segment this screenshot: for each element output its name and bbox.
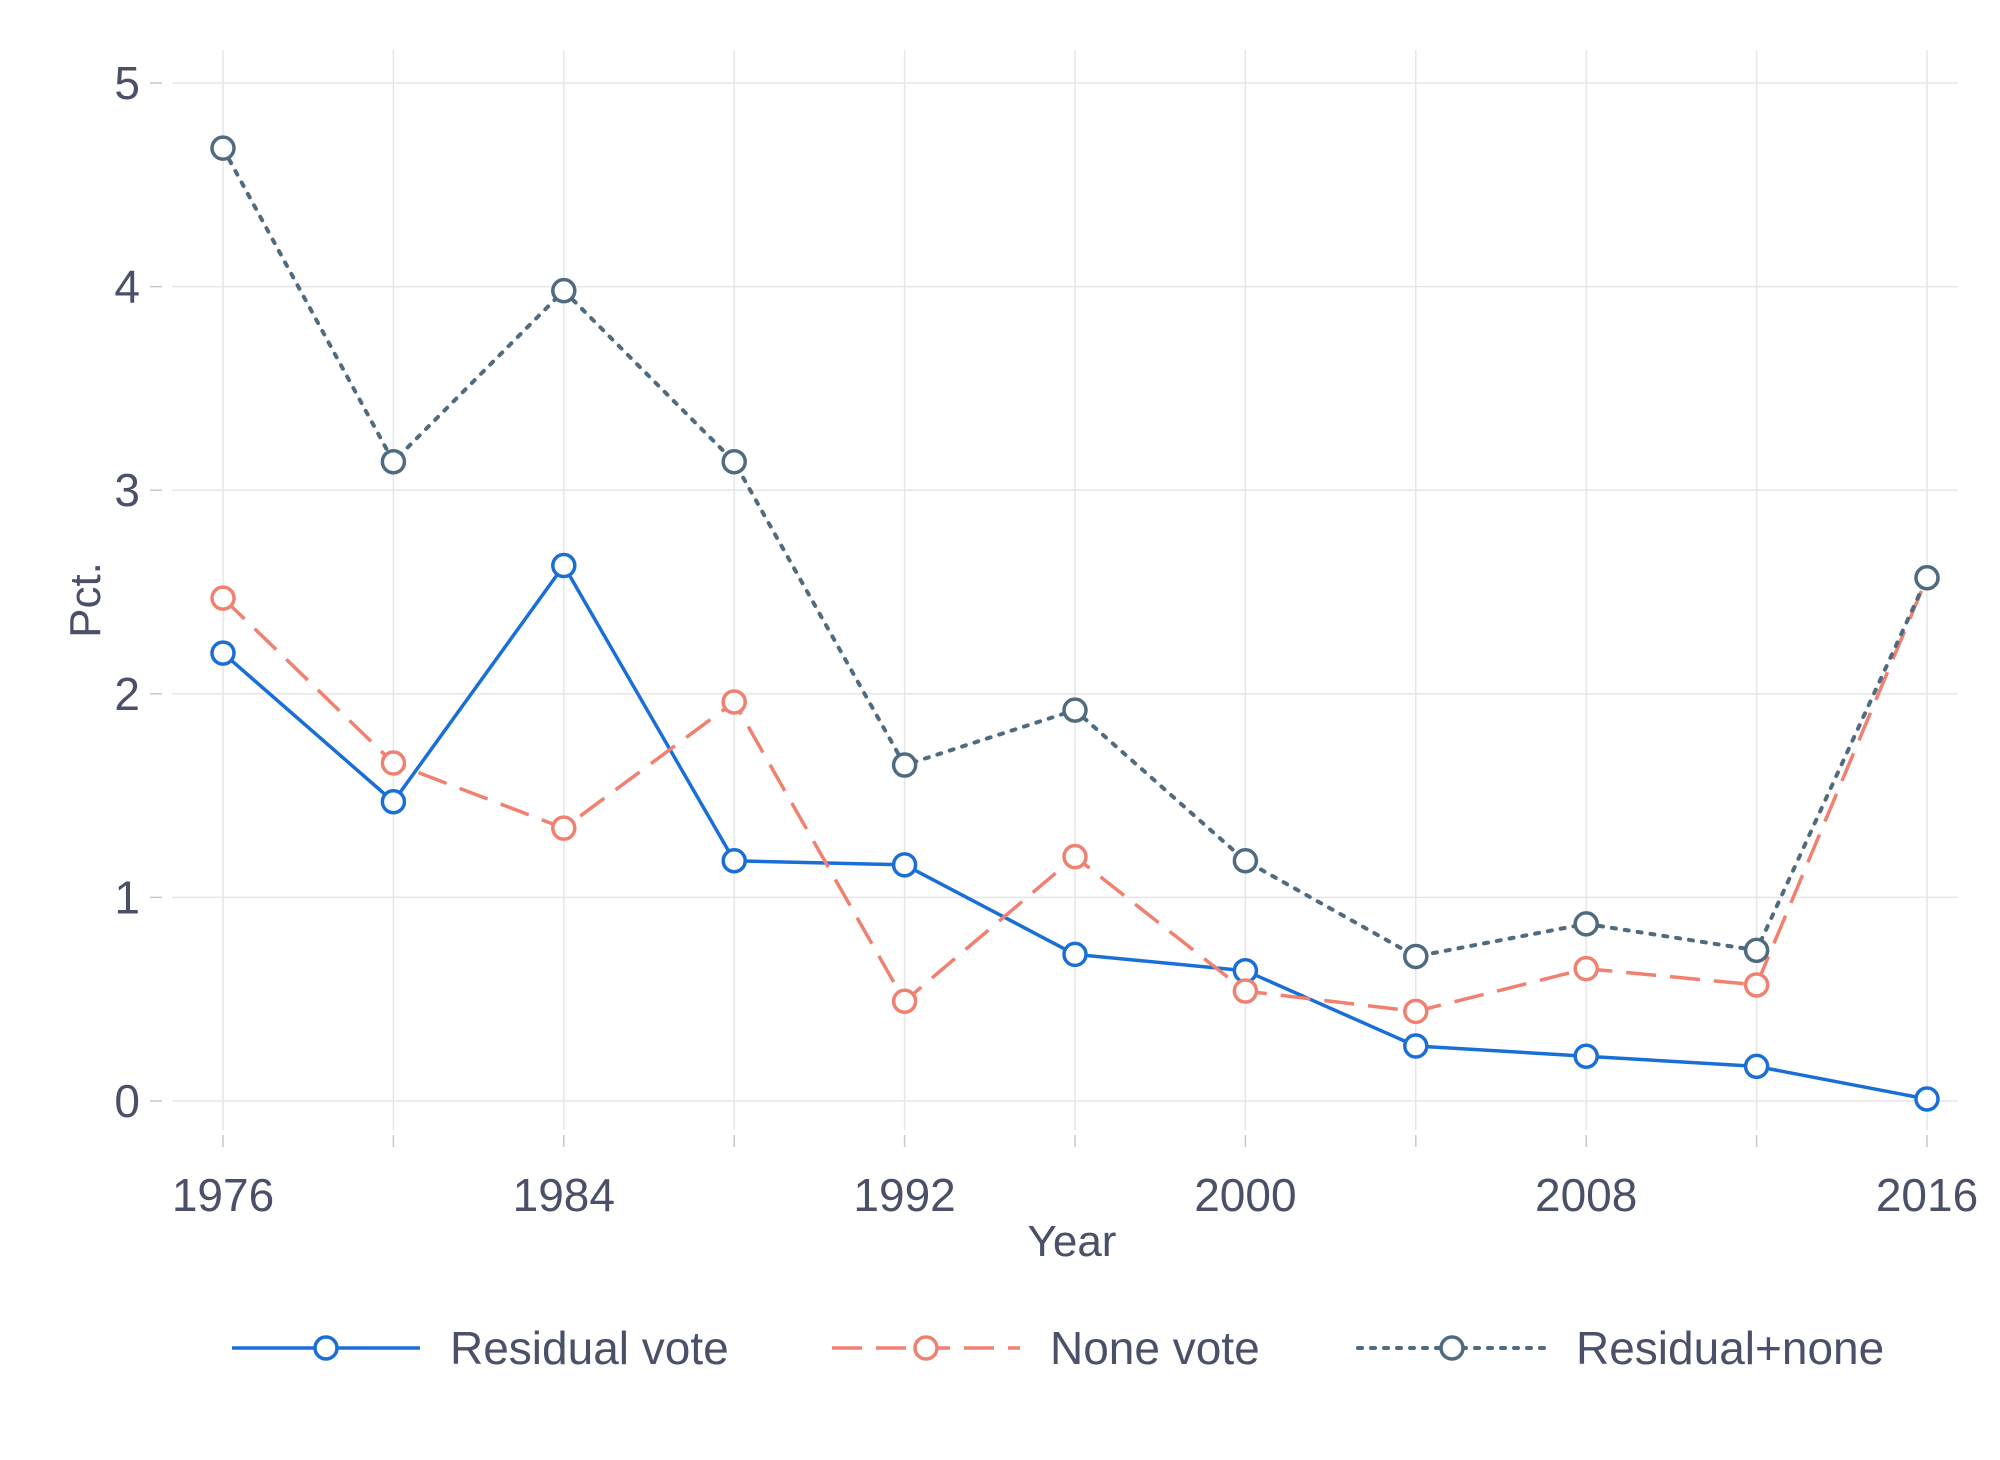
data-point	[1403, 943, 1429, 970]
series-lines	[210, 135, 1940, 1112]
data-point	[551, 552, 577, 579]
data-point	[1403, 1033, 1429, 1059]
data-point	[721, 848, 747, 874]
data-point	[210, 640, 236, 666]
data-point	[1573, 955, 1599, 982]
data-point	[210, 135, 236, 161]
data-point	[1743, 972, 1770, 998]
x-tick-label: 2016	[1876, 1169, 1978, 1221]
y-tick-label: 5	[114, 57, 140, 109]
series-residual-vote	[210, 552, 1940, 1112]
data-point	[1743, 1053, 1770, 1080]
legend-swatch-marker	[1439, 1335, 1465, 1361]
data-point	[891, 852, 918, 878]
data-point	[551, 277, 577, 304]
legend-label: Residual vote	[450, 1322, 729, 1374]
x-tick-label: 1984	[513, 1169, 615, 1221]
axis-labels: Year Pct. 0 1 2 3 4 5 1976 1984 1992 2000 2008 2016	[61, 57, 1978, 1266]
data-point	[1232, 978, 1259, 1004]
data-point	[1062, 843, 1088, 870]
data-point	[1743, 937, 1770, 964]
series-residual-none	[210, 135, 1940, 970]
y-tick-label: 1	[114, 871, 140, 923]
axes	[150, 82, 1928, 1147]
legend-label: None vote	[1050, 1322, 1260, 1374]
x-tick-label: 1976	[172, 1169, 274, 1221]
y-tick-label: 3	[114, 464, 140, 516]
data-point	[210, 585, 236, 611]
x-axis-title: Year	[1028, 1217, 1117, 1266]
data-point	[380, 788, 407, 815]
legend-swatch-marker	[313, 1335, 339, 1361]
legend-swatch-marker	[913, 1335, 939, 1361]
grid-lines	[172, 50, 1958, 1130]
data-point	[1573, 911, 1599, 937]
legend: Residual vote None vote Residual+none	[232, 1322, 1884, 1374]
legend-item: Residual vote	[232, 1322, 729, 1374]
y-axis-title: Pct.	[61, 562, 110, 638]
data-point	[1573, 1043, 1599, 1069]
data-point	[1232, 848, 1259, 874]
data-point	[1062, 697, 1088, 723]
x-tick-label: 2008	[1535, 1169, 1637, 1221]
x-tick-label: 1992	[853, 1169, 955, 1221]
data-point	[1403, 998, 1429, 1025]
data-point	[891, 752, 918, 778]
data-point	[1914, 564, 1940, 591]
y-tick-label: 4	[114, 261, 140, 313]
data-point	[1914, 1086, 1940, 1112]
series-none-vote	[210, 564, 1940, 1025]
data-point	[551, 815, 577, 841]
y-tick-label: 2	[114, 668, 140, 720]
legend-label: Residual+none	[1576, 1322, 1884, 1374]
legend-item: None vote	[832, 1322, 1260, 1374]
data-point	[721, 448, 747, 475]
data-point	[380, 448, 407, 475]
legend-item: Residual+none	[1356, 1322, 1884, 1374]
data-point	[891, 988, 918, 1014]
data-point	[721, 689, 747, 715]
y-tick-label: 0	[114, 1075, 140, 1127]
data-point	[380, 750, 407, 776]
x-tick-label: 2000	[1194, 1169, 1296, 1221]
data-point	[1062, 941, 1088, 968]
